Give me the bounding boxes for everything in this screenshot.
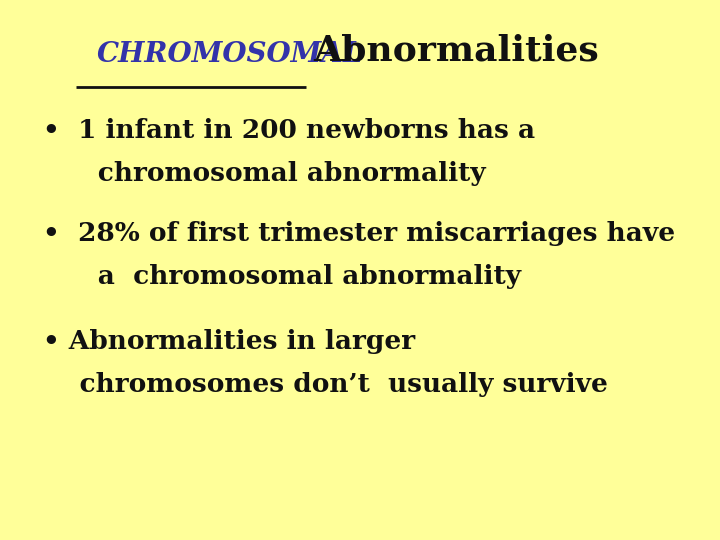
Text: chromosomes don’t  usually survive: chromosomes don’t usually survive xyxy=(43,372,608,397)
Text: •  1 infant in 200 newborns has a: • 1 infant in 200 newborns has a xyxy=(43,118,536,143)
Text: Abnormalities: Abnormalities xyxy=(313,33,599,68)
Text: CHROMOSOMAL: CHROMOSOMAL xyxy=(97,40,364,68)
Text: • Abnormalities in larger: • Abnormalities in larger xyxy=(43,329,415,354)
Text: a  chromosomal abnormality: a chromosomal abnormality xyxy=(43,264,521,289)
Text: •  28% of first trimester miscarriages have: • 28% of first trimester miscarriages ha… xyxy=(43,221,675,246)
Text: chromosomal abnormality: chromosomal abnormality xyxy=(43,161,486,186)
